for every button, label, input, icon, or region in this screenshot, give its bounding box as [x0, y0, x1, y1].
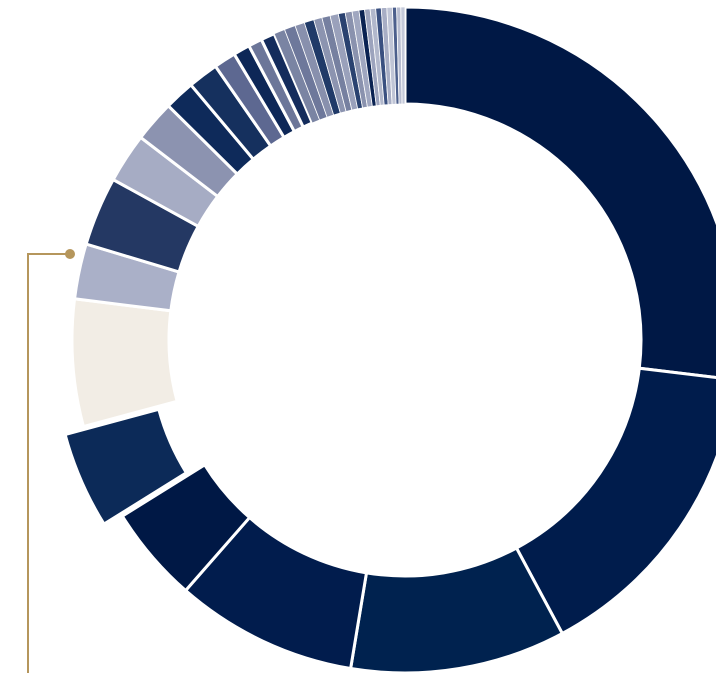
highlight-callout: [27, 249, 75, 673]
donut-slice: [403, 5, 716, 379]
donut-slice: [514, 366, 716, 636]
donut-slice: [120, 462, 252, 593]
donut-slice-highlighted: [63, 407, 189, 527]
leader-dot: [65, 249, 75, 259]
donut-slice: [400, 6, 406, 105]
leader-line: [27, 253, 70, 673]
donut-slices: [63, 5, 716, 673]
donut-slice: [70, 297, 179, 429]
